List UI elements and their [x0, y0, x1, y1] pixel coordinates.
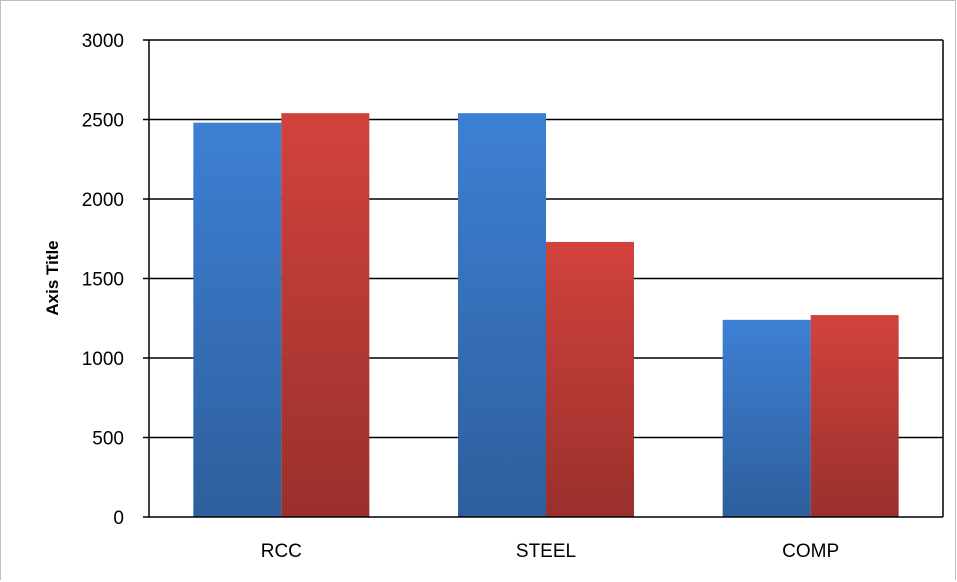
y-axis-title: Axis Title: [43, 240, 62, 315]
y-tick-label: 2500: [82, 111, 124, 132]
y-tick-label: 500: [92, 429, 124, 450]
y-tick-label: 3000: [82, 31, 124, 52]
bar-series-1-comp: [722, 319, 811, 517]
y-tick-label: 1000: [82, 349, 124, 370]
y-tick-label: 2000: [82, 190, 124, 211]
y-tick-labels: 0 500 1000 1500 2000 2500 3000: [82, 31, 124, 529]
bar-series-2-steel: [546, 241, 634, 517]
y-tick-label: 1500: [82, 270, 124, 291]
y-tick-label: 0: [113, 508, 124, 529]
bar-series-1-steel: [458, 113, 546, 517]
bar-series-2-comp: [810, 315, 899, 517]
x-tick-labels: RCC STEEL COMP: [261, 541, 839, 562]
x-tick-label: STEEL: [516, 541, 576, 562]
bars: [193, 113, 899, 518]
bar-series-1-rcc: [193, 122, 282, 518]
bar-series-2-rcc: [281, 113, 370, 517]
x-tick-label: COMP: [782, 541, 839, 562]
axes: [148, 40, 944, 518]
x-tick-label: RCC: [261, 541, 302, 562]
